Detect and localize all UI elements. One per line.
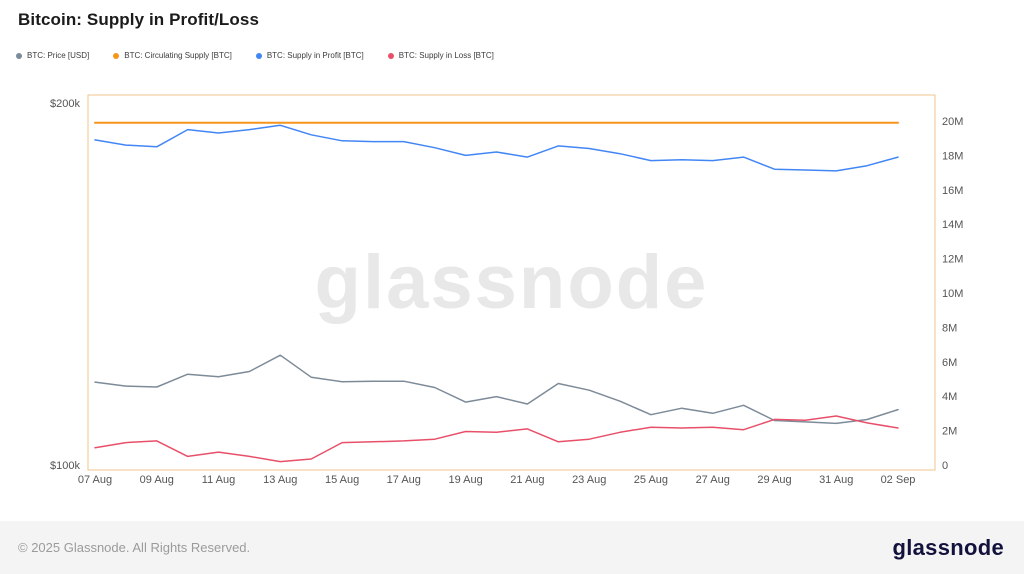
series-line-2 xyxy=(94,124,899,172)
legend-dot-icon xyxy=(387,52,394,59)
right-axis-tick-label: 10M xyxy=(942,288,963,300)
legend-item-3[interactable]: BTC: Supply in Loss [BTC] xyxy=(387,51,494,60)
x-axis-tick-label: 23 Aug xyxy=(572,474,606,486)
page-title: Bitcoin: Supply in Profit/Loss xyxy=(18,10,259,29)
x-axis-tick-label: 02 Sep xyxy=(881,474,916,486)
legend-item-2[interactable]: BTC: Supply in Profit [BTC] xyxy=(255,51,364,60)
x-axis-tick-label: 19 Aug xyxy=(448,474,482,486)
legend-item-label: BTC: Supply in Profit [BTC] xyxy=(266,51,364,60)
plot-area[interactable] xyxy=(88,95,935,470)
x-axis-tick-label: 31 Aug xyxy=(819,474,853,486)
left-axis-tick-label: $100k xyxy=(50,460,80,472)
right-axis-tick-label: 20M xyxy=(942,116,963,128)
right-axis-tick-label: 2M xyxy=(942,426,957,438)
right-axis-tick-label: 6M xyxy=(942,357,957,369)
x-axis-tick-label: 13 Aug xyxy=(263,474,297,486)
right-axis-tick-label: 8M xyxy=(942,322,957,334)
legend-dot-icon xyxy=(113,52,120,59)
legend-dot-icon xyxy=(16,52,22,59)
plot-border xyxy=(87,94,936,471)
right-axis-tick-label: 12M xyxy=(942,254,963,266)
x-axis-tick-label: 07 Aug xyxy=(78,474,112,486)
right-axis-tick-label: 4M xyxy=(942,391,957,403)
x-axis-tick-label: 25 Aug xyxy=(634,474,668,486)
legend-item-label: BTC: Supply in Loss [BTC] xyxy=(398,51,494,60)
legend-item-label: BTC: Circulating Supply [BTC] xyxy=(124,51,232,60)
x-axis-tick-label: 17 Aug xyxy=(387,474,421,486)
x-axis-tick-label: 11 Aug xyxy=(202,474,235,486)
x-axis-tick-label: 09 Aug xyxy=(140,474,174,486)
x-axis-tick-label: 29 Aug xyxy=(757,474,791,486)
x-axis-tick-label: 27 Aug xyxy=(696,474,730,486)
right-axis-tick-label: 14M xyxy=(942,219,963,231)
x-axis-tick-label: 15 Aug xyxy=(325,474,359,486)
watermark: glassnode xyxy=(315,240,709,325)
legend-dot-icon xyxy=(255,52,262,59)
left-axis-tick-label: $200k xyxy=(50,98,80,110)
series-line-3 xyxy=(94,415,899,463)
chart-area: glassnode $200k $100k 20M 18M 16M 14M 12M 10M 8M 6… xyxy=(0,88,1024,500)
series-line-0 xyxy=(94,354,899,425)
legend: BTC: Price [USD] BTC: Circulating Supply … xyxy=(16,51,494,60)
chart-svg: glassnode $200k $100k 20M 18M 16M 14M 12M 10M 8M 6… xyxy=(50,94,963,486)
legend-item-label: BTC: Price [USD] xyxy=(27,51,90,60)
right-axis-tick-label: 0 xyxy=(942,460,948,472)
right-axis-tick-label: 16M xyxy=(942,185,963,197)
right-axis-tick-label: 18M xyxy=(942,150,963,162)
footer-copyright: © 2025 Glassnode. All Rights Reserved. xyxy=(18,540,251,555)
legend-item-1[interactable]: BTC: Circulating Supply [BTC] xyxy=(113,51,232,60)
glassnode-logo[interactable]: glassnode xyxy=(892,534,1004,560)
footer: © 2025 Glassnode. All Rights Reserved. g… xyxy=(0,521,1024,574)
legend-item-0[interactable]: BTC: Price [USD] xyxy=(16,51,89,60)
x-axis-tick-label: 21 Aug xyxy=(510,474,544,486)
